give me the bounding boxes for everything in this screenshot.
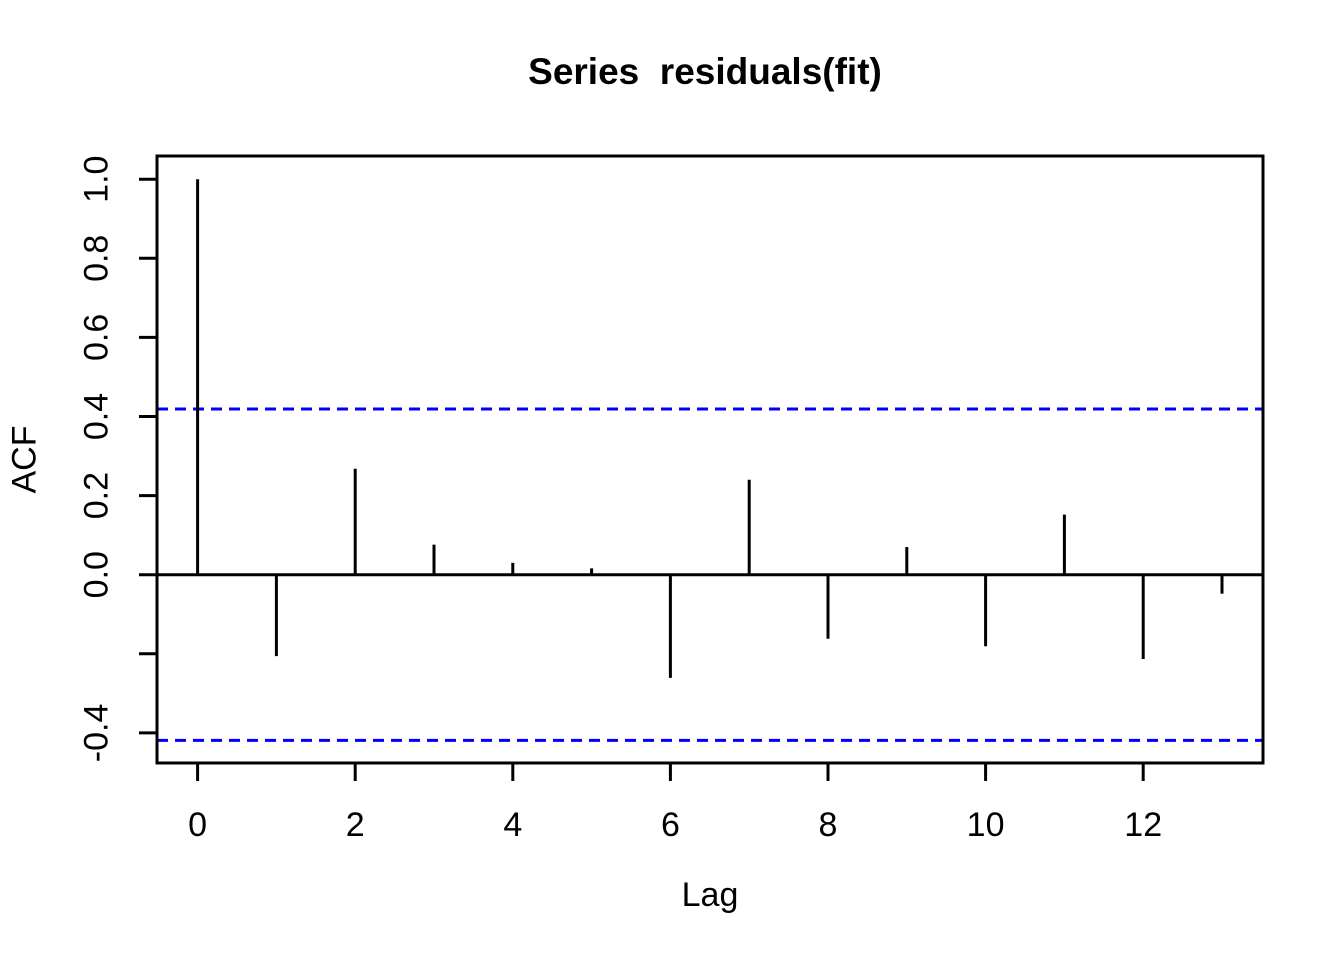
y-tick-label-0.4: 0.4 <box>78 393 116 440</box>
x-tick-label-8: 8 <box>819 806 838 844</box>
y-tick-label-1: 1.0 <box>78 156 116 203</box>
x-tick-label-12: 12 <box>1124 806 1162 844</box>
x-tick-label-6: 6 <box>661 806 680 844</box>
x-tick-label-10: 10 <box>967 806 1005 844</box>
y-tick-label-0.2: 0.2 <box>78 472 116 519</box>
x-tick-label-4: 4 <box>503 806 522 844</box>
y-axis-title: ACF <box>6 426 44 494</box>
x-axis-title: Lag <box>682 876 739 914</box>
x-tick-label-0: 0 <box>188 806 207 844</box>
y-axis-ticks: -0.4 0.0 0.2 0.4 0.6 0.8 1.0 <box>78 156 157 763</box>
x-axis-ticks: 0 2 4 6 8 10 12 <box>188 763 1162 844</box>
plot-border-box <box>155 154 1265 765</box>
chart-title: Series residuals(fit) <box>528 51 882 92</box>
y-tick-label-0.8: 0.8 <box>78 235 116 282</box>
y-tick-label-0: 0.0 <box>78 551 116 598</box>
y-tick-label-0.6: 0.6 <box>78 314 116 361</box>
y-tick-label--0.4: -0.4 <box>78 704 116 763</box>
acf-spikes <box>196 179 1224 678</box>
confidence-bound-lines <box>157 407 1263 742</box>
x-tick-label-2: 2 <box>346 806 365 844</box>
